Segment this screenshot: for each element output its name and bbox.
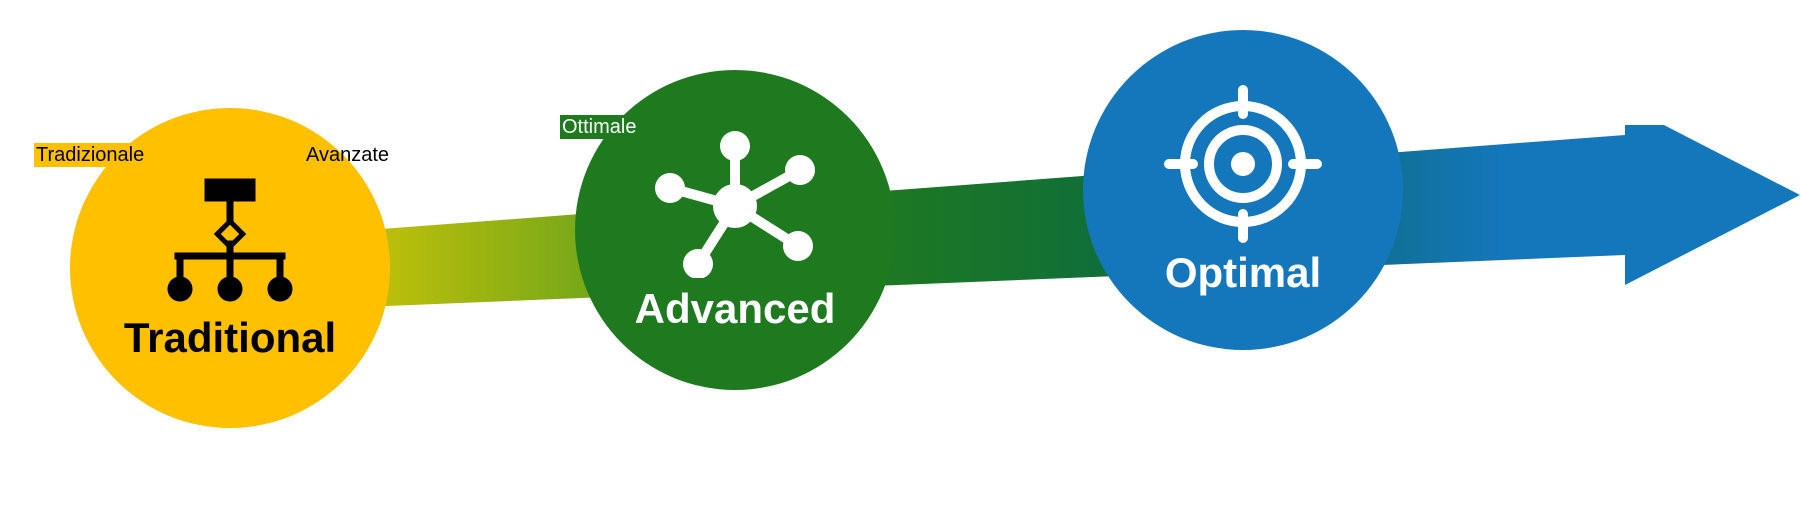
- maturity-arrow-diagram: Traditional: [0, 0, 1801, 507]
- tag-avanzate: Avanzate: [304, 143, 391, 167]
- stage-optimal: Optimal: [1083, 30, 1403, 350]
- hierarchy-icon: [155, 175, 305, 305]
- stage-advanced-label: Advanced: [635, 286, 836, 332]
- network-hub-icon: [650, 128, 820, 278]
- stage-traditional-label: Traditional: [124, 315, 336, 361]
- tag-tradizionale: Tradizionale: [34, 143, 146, 167]
- target-crosshair-icon: [1163, 84, 1323, 244]
- stage-optimal-label: Optimal: [1165, 250, 1321, 296]
- tag-ottimale: Ottimale: [560, 115, 638, 139]
- progress-arrow: [170, 125, 1800, 355]
